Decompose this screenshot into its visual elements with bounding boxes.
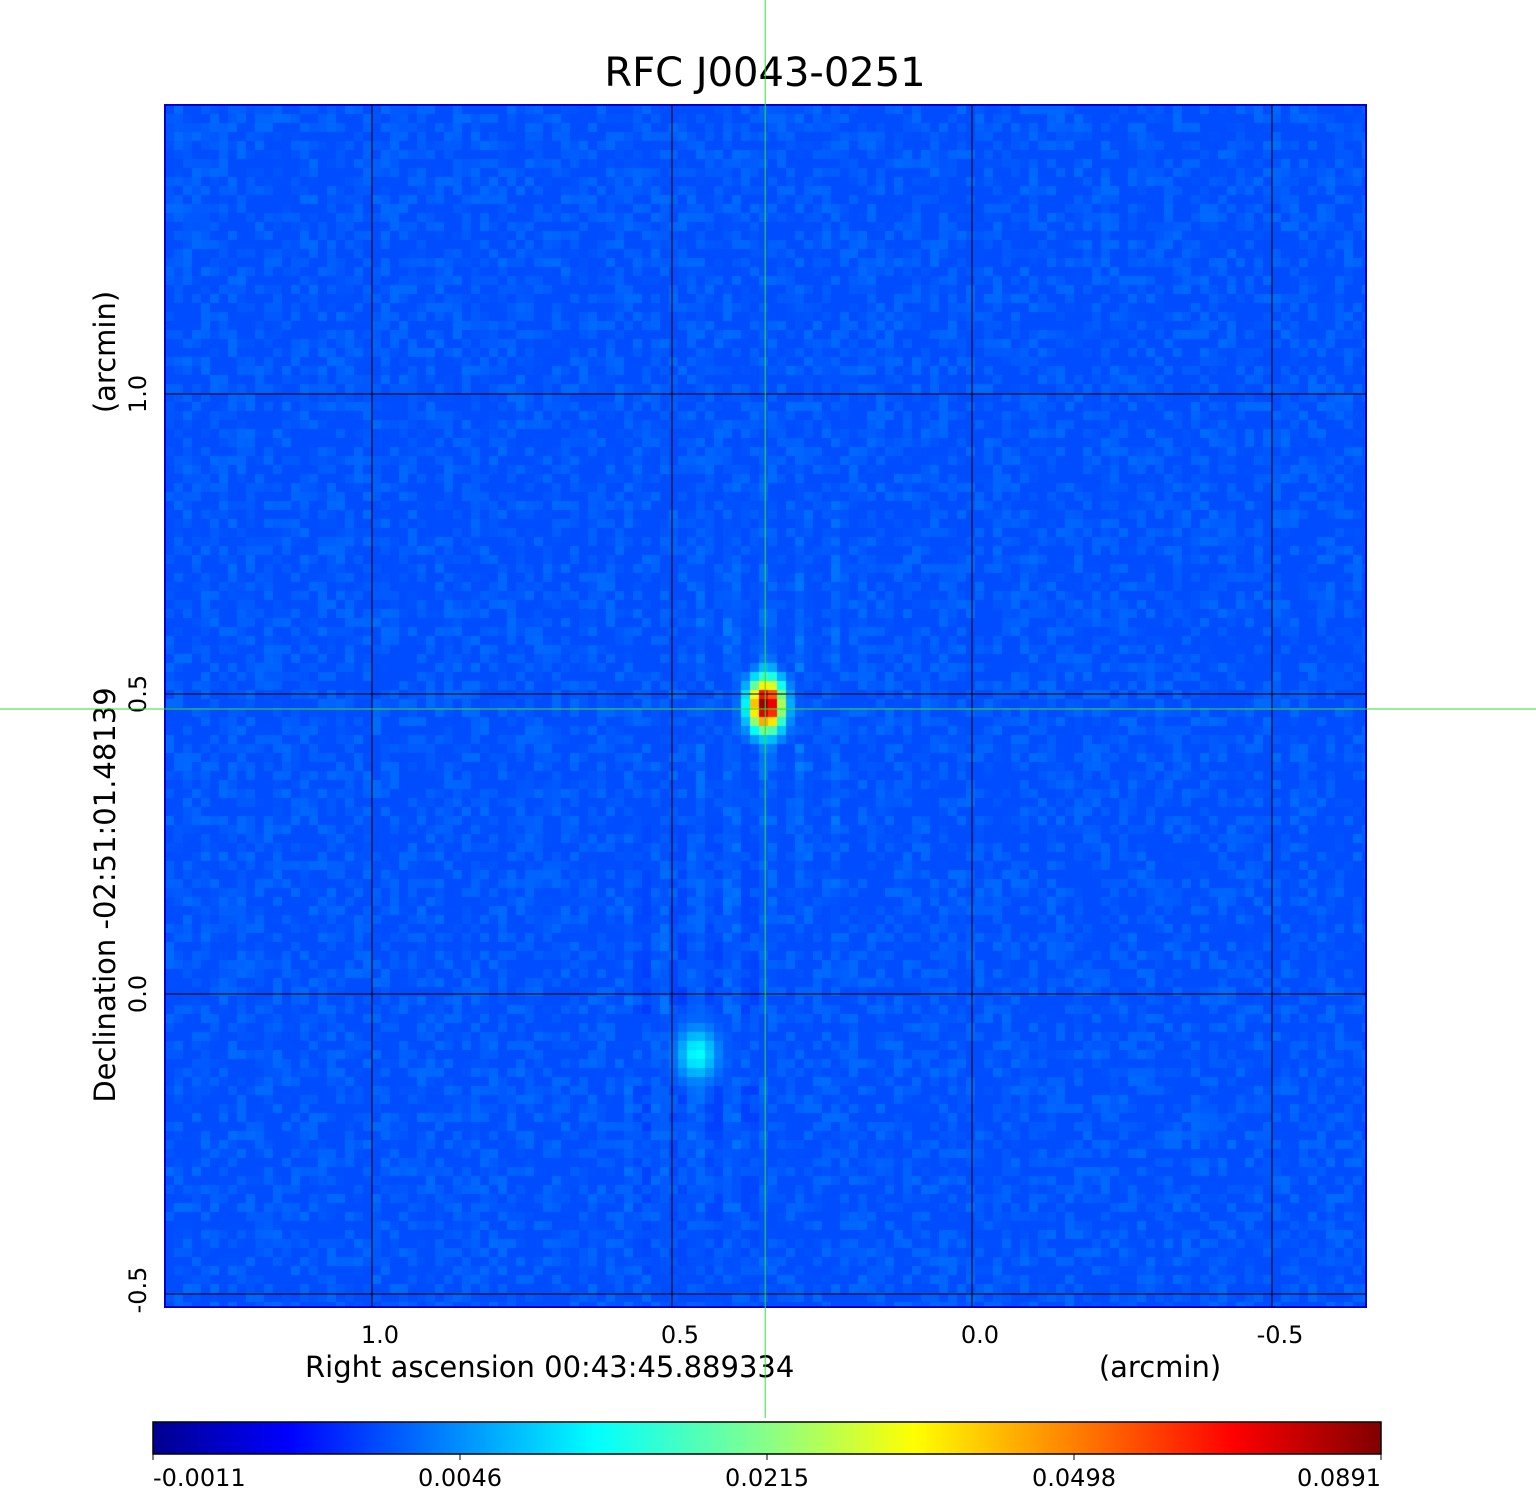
x-axis-label: Right ascension 00:43:45.889334 [305,1350,794,1384]
y-tick-label: 1.0 [124,375,152,413]
colorbar [152,1421,1382,1455]
x-tick-label: 1.0 [361,1321,399,1349]
colorbar-tick-label: 0.0215 [725,1464,809,1492]
y-tick-labels: 1.0 0.5 0.0 -0.5 [124,375,152,1314]
x-tick-labels: 1.0 0.5 0.0 -0.5 [361,1321,1304,1349]
colorbar-tick-label: 0.0046 [418,1464,502,1492]
y-axis-units: (arcmin) [88,291,122,413]
x-tick-label: 0.5 [661,1321,699,1349]
y-tick-label: 0.5 [124,675,152,713]
y-tick-label: -0.5 [124,1267,152,1314]
colorbar-tick-label: 0.0891 [1297,1464,1381,1492]
x-tick-label: 0.0 [961,1321,999,1349]
x-axis-units: (arcmin) [1099,1350,1221,1384]
colorbar-ticks: -0.0011 0.0046 0.0215 0.0498 0.0891 [152,1454,1382,1492]
colorbar-tick-label: 0.0498 [1032,1464,1116,1492]
x-tick-label: -0.5 [1257,1321,1304,1349]
crosshair [0,0,1536,1418]
y-tick-label: 0.0 [124,975,152,1013]
colorbar-tick-label: -0.0011 [153,1464,246,1492]
y-axis-label: Declination -02:51:01.48139 [88,687,122,1102]
